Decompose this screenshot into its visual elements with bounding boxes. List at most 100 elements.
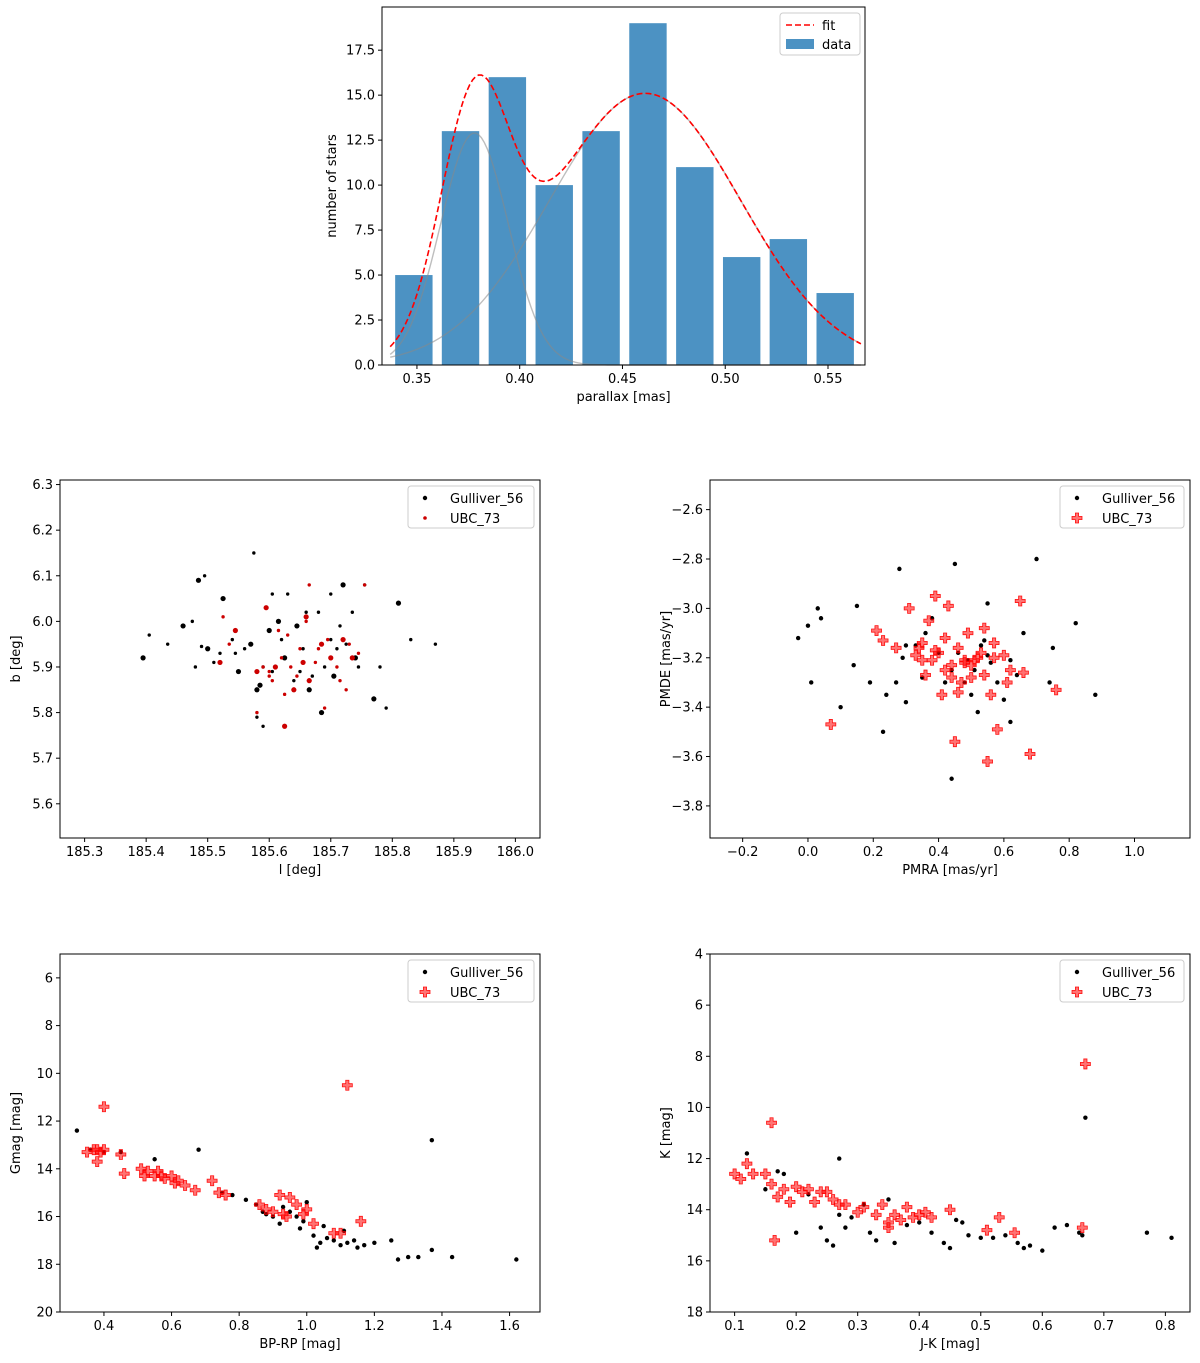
data-point-ubc73: [916, 637, 928, 649]
data-point-ubc73: [335, 1227, 346, 1239]
data-point-ubc73: [1001, 677, 1013, 688]
data-point-ubc73: [993, 1211, 1005, 1223]
y-tick-label: 6.3: [32, 478, 53, 493]
data-point-gulliver56: [329, 637, 333, 642]
data-point-ubc73: [821, 1186, 833, 1198]
data-point-ubc73: [263, 605, 269, 611]
x-tick-label: 185.6: [251, 845, 288, 860]
data-point-gulliver56: [316, 610, 321, 614]
x-tick-label: 0.6: [1032, 1319, 1053, 1334]
data-point-ubc73: [303, 614, 309, 620]
data-point-gulliver56: [1093, 692, 1098, 697]
data-point-ubc73: [267, 1206, 279, 1218]
data-point-gulliver56: [838, 704, 843, 710]
x-tick-label: 0.1: [724, 1319, 745, 1334]
data-point-ubc73: [877, 635, 889, 646]
data-point-gulliver56: [815, 606, 820, 611]
data-point-gulliver56: [824, 1238, 830, 1243]
data-point-gulliver56: [1021, 630, 1026, 636]
legend-frame: [1059, 959, 1185, 1003]
data-point-gulliver56: [321, 1223, 326, 1229]
series-ubc73: [81, 1079, 367, 1239]
data-point-gulliver56: [795, 635, 801, 641]
y-tick-label: 17.5: [346, 44, 375, 59]
data-point-gulliver56: [277, 1221, 282, 1226]
data-point-ubc73: [295, 674, 299, 678]
x-tick-label: 0.8: [229, 1319, 250, 1334]
legend: Gulliver_56 UBC_73: [407, 485, 535, 529]
data-point-gulliver56: [793, 1230, 799, 1235]
x-tick-label: 0.50: [711, 372, 740, 387]
x-tick-label: 1.0: [296, 1319, 317, 1334]
data-point-gulliver56: [985, 601, 990, 606]
legend-marker-gulliver56: [422, 969, 428, 975]
data-point-gulliver56: [892, 1240, 897, 1246]
data-point-ubc73: [985, 689, 997, 701]
data-point-gulliver56: [1003, 1233, 1008, 1238]
data-point-ubc73: [362, 583, 367, 587]
data-point-ubc73: [965, 659, 977, 671]
data-point-ubc73: [267, 674, 271, 678]
data-point-ubc73: [766, 1117, 777, 1129]
data-point-ubc73: [890, 642, 902, 654]
y-tick-label: 0.0: [354, 359, 375, 374]
data-point-gulliver56: [384, 706, 388, 710]
data-point-ubc73: [291, 1199, 303, 1210]
histogram-bar: [395, 275, 433, 365]
data-point-gulliver56: [356, 665, 361, 669]
data-point-gulliver56: [301, 647, 305, 651]
data-point-ubc73: [355, 1215, 367, 1227]
data-point-ubc73: [839, 1199, 851, 1210]
data-point-ubc73: [356, 651, 361, 655]
data-point-ubc73: [285, 633, 290, 637]
y-tick-label: 14: [36, 1162, 53, 1177]
data-point-gulliver56: [344, 642, 348, 646]
lb-scatter-panel: 185.3 185.4 185.5 185.6 185.7 185.8 185.9 186.0…: [9, 478, 541, 878]
data-point-ubc73: [870, 1209, 882, 1221]
data-point-ubc73: [281, 1211, 292, 1222]
data-point-gulliver56: [429, 1247, 435, 1253]
data-point-gulliver56: [331, 1238, 337, 1243]
data-point-gulliver56: [990, 1235, 996, 1241]
legend-label: Gulliver_56: [1102, 492, 1175, 507]
y-tick-label: 15.0: [346, 89, 375, 104]
data-point-gulliver56: [306, 687, 312, 693]
data-point-ubc73: [759, 1168, 771, 1180]
data-point-gulliver56: [389, 1238, 394, 1243]
data-point-gulliver56: [947, 1245, 953, 1251]
data-point-ubc73: [858, 1201, 870, 1213]
data-point-gulliver56: [1008, 658, 1013, 663]
y-tick-label: −2.6: [671, 503, 703, 518]
data-point-ubc73: [142, 1165, 154, 1177]
data-point-ubc73: [338, 678, 342, 683]
data-point-gulliver56: [903, 700, 909, 705]
y-axis-label: K [mag]: [659, 1107, 674, 1159]
legend-label: UBC_73: [1102, 986, 1152, 1001]
data-point-gulliver56: [1015, 1240, 1020, 1246]
data-point-gulliver56: [195, 577, 202, 583]
data-point-gulliver56: [1047, 680, 1052, 685]
y-tick-label: −3.8: [671, 799, 703, 814]
data-point-ubc73: [221, 615, 225, 619]
data-point-ubc73: [965, 672, 977, 683]
data-point-gulliver56: [867, 1230, 873, 1235]
data-point-gulliver56: [969, 692, 974, 697]
data-point-ubc73: [279, 656, 284, 660]
plot-frame: [59, 953, 541, 1313]
x-tick-label: 0.4: [94, 1319, 115, 1334]
series-ubc73: [217, 583, 367, 729]
data-point-gulliver56: [763, 1187, 768, 1192]
data-point-ubc73: [784, 1196, 796, 1208]
data-point-ubc73: [276, 628, 281, 633]
data-point-ubc73: [1005, 664, 1016, 676]
y-tick-label: 6: [695, 999, 703, 1014]
legend: Gulliver_56 UBC_73: [1059, 485, 1185, 529]
data-point-gulliver56: [1083, 1115, 1088, 1120]
data-point-ubc73: [825, 719, 837, 730]
x-tick-label: 0.8: [1059, 845, 1080, 860]
data-point-gulliver56: [140, 655, 146, 661]
data-point-gulliver56: [904, 1222, 910, 1228]
data-point-ubc73: [308, 1218, 319, 1230]
data-point-gulliver56: [254, 687, 260, 693]
data-point-ubc73: [313, 660, 318, 665]
